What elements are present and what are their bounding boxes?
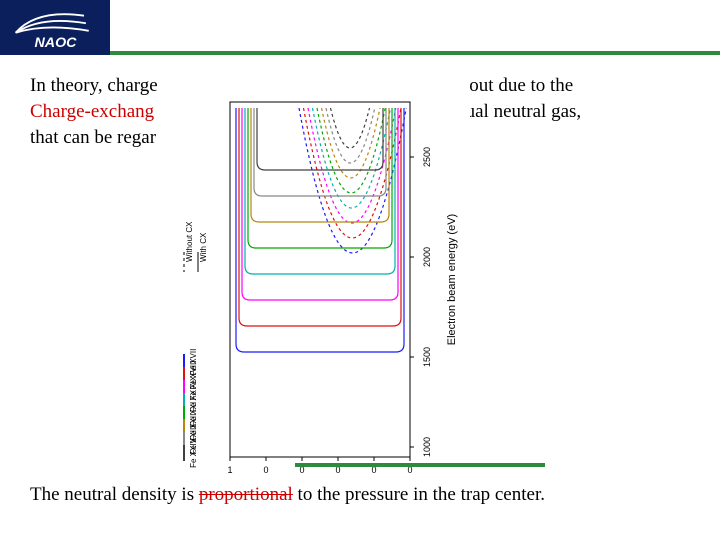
- svg-text:NAOC: NAOC: [34, 35, 77, 51]
- bottom-suffix: to the pressure in the trap center.: [293, 484, 545, 505]
- svg-text:0: 0: [263, 465, 268, 475]
- svg-text:1: 1: [227, 465, 232, 475]
- svg-text:Electron beam energy (eV): Electron beam energy (eV): [446, 214, 458, 345]
- svg-text:Fe XXIV: Fe XXIV: [189, 437, 198, 467]
- svg-text:Without CX: Without CX: [185, 221, 194, 262]
- bottom-paragraph: The neutral density is proportional to t…: [30, 482, 690, 508]
- logo: NAOC: [0, 0, 110, 55]
- bottom-prefix: The neutral density is: [30, 484, 199, 505]
- line1-left: In theory, charge: [30, 73, 158, 99]
- svg-text:1000: 1000: [422, 437, 432, 457]
- naoc-logo-icon: NAOC: [8, 4, 103, 52]
- header-bar: NAOC: [0, 0, 720, 55]
- footer-divider: [295, 463, 545, 467]
- chart-svg: Electron beam energy (eV) 1000 1500 2000 250…: [170, 62, 470, 487]
- chart-figure: Electron beam energy (eV) 1000 1500 2000 250…: [170, 62, 470, 487]
- svg-text:With CX: With CX: [199, 232, 208, 262]
- svg-text:2500: 2500: [422, 147, 432, 167]
- svg-text:2000: 2000: [422, 247, 432, 267]
- line3-left: that can be regar: [30, 125, 156, 151]
- line2-left: Charge-exchang: [30, 99, 154, 125]
- svg-text:1500: 1500: [422, 347, 432, 367]
- bottom-red-word: proportional: [199, 484, 293, 505]
